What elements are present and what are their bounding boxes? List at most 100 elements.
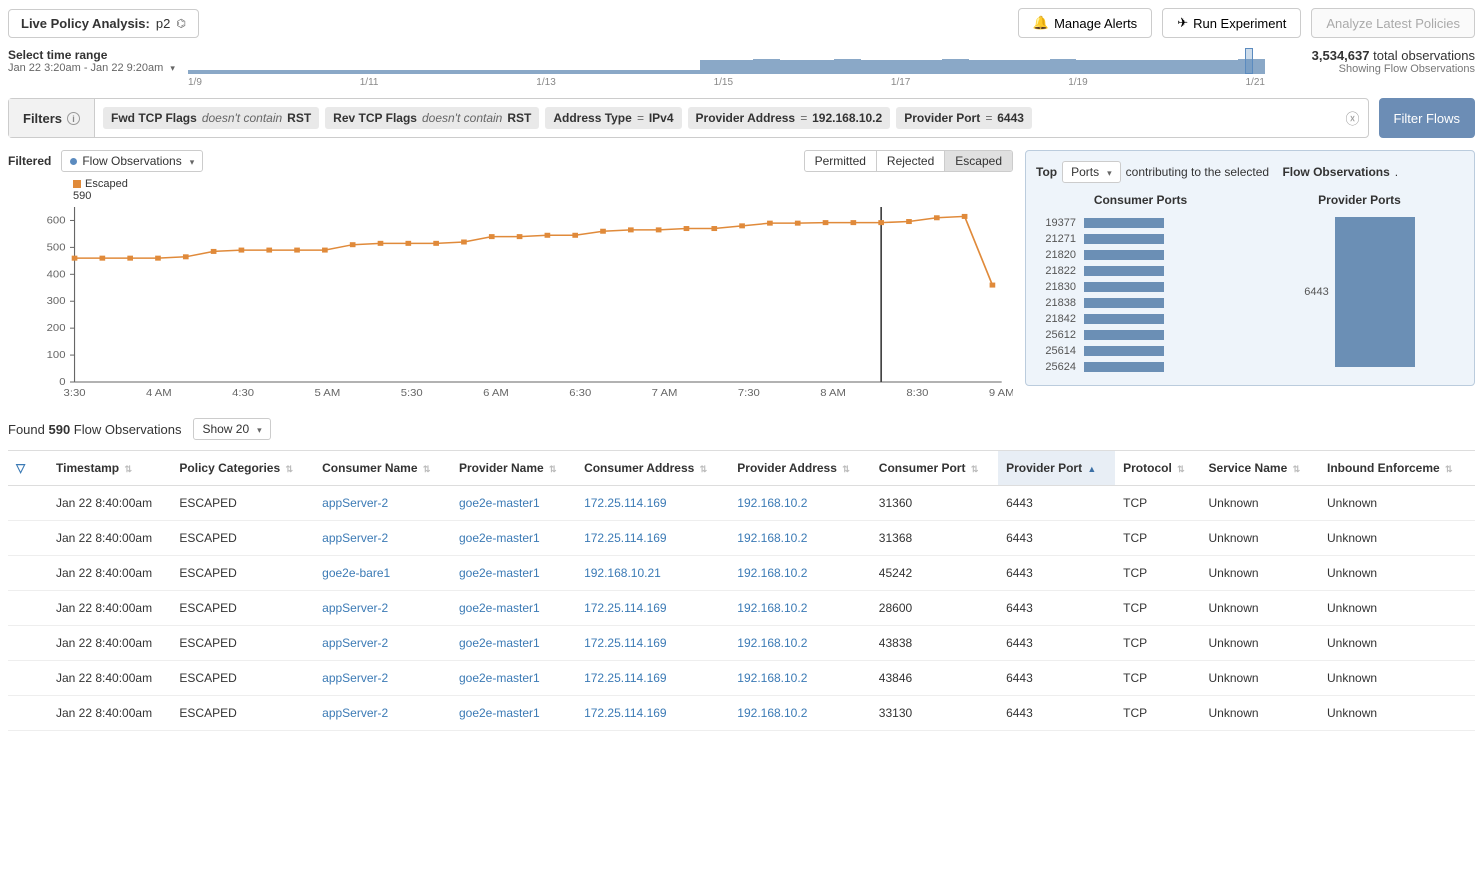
table-link[interactable]: 172.25.114.169 xyxy=(584,706,667,720)
consumer-port-row[interactable]: 21820 xyxy=(1036,247,1245,263)
run-experiment-button[interactable]: ✈ Run Experiment xyxy=(1162,8,1301,38)
consumer-port-row[interactable]: 25624 xyxy=(1036,359,1245,375)
table-link[interactable]: appServer-2 xyxy=(322,706,388,720)
table-cell: 192.168.10.2 xyxy=(729,696,871,731)
table-cell: ESCAPED xyxy=(171,486,314,521)
timeline-bar xyxy=(996,60,1023,74)
table-link[interactable]: goe2e-master1 xyxy=(459,566,540,580)
table-cell: 172.25.114.169 xyxy=(576,521,729,556)
table-link[interactable]: goe2e-master1 xyxy=(459,636,540,650)
table-link[interactable]: 192.168.10.2 xyxy=(737,496,807,510)
table-cell: ESCAPED xyxy=(171,661,314,696)
table-link[interactable]: appServer-2 xyxy=(322,636,388,650)
column-header[interactable]: Provider Port ▲ xyxy=(998,451,1115,486)
table-link[interactable]: 192.168.10.2 xyxy=(737,601,807,615)
table-link[interactable]: 192.168.10.2 xyxy=(737,531,807,545)
escaped-line-chart: Escaped 590 01002003004005006003:304 AM4… xyxy=(18,178,1013,408)
column-header[interactable]: Provider Name ⇅ xyxy=(451,451,576,486)
column-header[interactable]: Inbound Enforceme ⇅ xyxy=(1319,451,1475,486)
table-link[interactable]: 192.168.10.2 xyxy=(737,706,807,720)
table-link[interactable]: 192.168.10.2 xyxy=(737,566,807,580)
page-title-box[interactable]: Live Policy Analysis: p2 ⌬ xyxy=(8,9,199,38)
table-cell: 172.25.114.169 xyxy=(576,696,729,731)
column-header[interactable]: Consumer Port ⇅ xyxy=(871,451,998,486)
metric-dropdown[interactable]: Flow Observations xyxy=(61,150,203,172)
svg-text:7 AM: 7 AM xyxy=(652,388,678,399)
column-header[interactable]: Policy Categories ⇅ xyxy=(171,451,314,486)
column-header[interactable]: Provider Address ⇅ xyxy=(729,451,871,486)
table-link[interactable]: 172.25.114.169 xyxy=(584,496,667,510)
filtered-label: Filtered xyxy=(8,154,51,168)
filter-chip[interactable]: Address Type = IPv4 xyxy=(545,107,681,129)
consumer-port-row[interactable]: 25614 xyxy=(1036,343,1245,359)
table-cell: TCP xyxy=(1115,591,1200,626)
info-icon[interactable]: i xyxy=(67,112,80,125)
table-link[interactable]: 172.25.114.169 xyxy=(584,601,667,615)
consumer-port-row[interactable]: 25612 xyxy=(1036,327,1245,343)
seg-escaped[interactable]: Escaped xyxy=(945,151,1012,171)
table-link[interactable]: 192.168.10.21 xyxy=(584,566,661,580)
show-count-dropdown[interactable]: Show 20 xyxy=(193,418,270,440)
table-link[interactable]: appServer-2 xyxy=(322,531,388,545)
table-link[interactable]: 172.25.114.169 xyxy=(584,636,667,650)
manage-alerts-button[interactable]: 🔔 Manage Alerts xyxy=(1018,8,1152,38)
consumer-port-row[interactable]: 21830 xyxy=(1036,279,1245,295)
table-row: Jan 22 8:40:00amESCAPEDappServer-2goe2e-… xyxy=(8,486,1475,521)
table-link[interactable]: appServer-2 xyxy=(322,601,388,615)
column-header[interactable]: Timestamp ⇅ xyxy=(48,451,171,486)
table-link[interactable]: 172.25.114.169 xyxy=(584,531,667,545)
filter-flows-button[interactable]: Filter Flows xyxy=(1379,98,1475,138)
seg-permitted[interactable]: Permitted xyxy=(805,151,877,171)
consumer-ports-title: Consumer Ports xyxy=(1036,193,1245,207)
consumer-port-row[interactable]: 21822 xyxy=(1036,263,1245,279)
table-cell: goe2e-master1 xyxy=(451,626,576,661)
filter-chip[interactable]: Provider Port = 6443 xyxy=(896,107,1032,129)
filter-chip[interactable]: Fwd TCP Flags doesn't contain RST xyxy=(103,107,319,129)
timeline-bar xyxy=(1103,60,1130,74)
page-title-prefix: Live Policy Analysis: xyxy=(21,16,150,31)
filters-chip-container[interactable]: Fwd TCP Flags doesn't contain RST Rev TCP… xyxy=(95,99,1368,137)
svg-text:3:30: 3:30 xyxy=(64,388,86,399)
column-header[interactable]: Service Name ⇅ xyxy=(1201,451,1320,486)
consumer-port-row[interactable]: 21838 xyxy=(1036,295,1245,311)
table-link[interactable]: appServer-2 xyxy=(322,496,388,510)
timeline-scrubber[interactable]: 1/91/111/131/151/171/191/21 xyxy=(188,48,1265,88)
table-link[interactable]: appServer-2 xyxy=(322,671,388,685)
consumer-port-row[interactable]: 21271 xyxy=(1036,231,1245,247)
table-cell: goe2e-master1 xyxy=(451,696,576,731)
table-link[interactable]: goe2e-master1 xyxy=(459,671,540,685)
provider-port-bar[interactable] xyxy=(1335,217,1415,367)
clear-filters-button[interactable]: ⓧ xyxy=(1346,109,1360,129)
table-cell: Jan 22 8:40:00am xyxy=(48,521,171,556)
column-header[interactable]: Consumer Name ⇅ xyxy=(314,451,451,486)
table-link[interactable]: goe2e-master1 xyxy=(459,496,540,510)
funnel-icon[interactable]: ▽ xyxy=(16,461,25,475)
table-link[interactable]: 172.25.114.169 xyxy=(584,671,667,685)
consumer-port-row[interactable]: 21842 xyxy=(1036,311,1245,327)
column-header[interactable]: Consumer Address ⇅ xyxy=(576,451,729,486)
legend-escaped-value: 590 xyxy=(73,190,91,202)
svg-text:5 AM: 5 AM xyxy=(315,388,341,399)
table-link[interactable]: goe2e-bare1 xyxy=(322,566,390,580)
table-link[interactable]: goe2e-master1 xyxy=(459,531,540,545)
svg-text:6:30: 6:30 xyxy=(569,388,591,399)
table-cell: 6443 xyxy=(998,486,1115,521)
total-observations-subtext: Showing Flow Observations xyxy=(1275,63,1475,75)
timeline-selection-handle[interactable] xyxy=(1245,48,1253,74)
table-link[interactable]: 192.168.10.2 xyxy=(737,636,807,650)
ports-dropdown[interactable]: Ports xyxy=(1062,161,1121,183)
column-header[interactable]: Protocol ⇅ xyxy=(1115,451,1200,486)
time-range-picker[interactable]: Jan 22 3:20am - Jan 22 9:20am xyxy=(8,62,178,74)
seg-rejected[interactable]: Rejected xyxy=(877,151,945,171)
timeline-bar xyxy=(188,70,215,74)
table-link[interactable]: 192.168.10.2 xyxy=(737,671,807,685)
consumer-port-row[interactable]: 19377 xyxy=(1036,215,1245,231)
analyze-latest-button[interactable]: Analyze Latest Policies xyxy=(1311,8,1475,38)
table-link[interactable]: goe2e-master1 xyxy=(459,706,540,720)
filter-chip[interactable]: Provider Address = 192.168.10.2 xyxy=(688,107,891,129)
ports-suffix-bold: Flow Observations xyxy=(1282,165,1389,179)
table-link[interactable]: goe2e-master1 xyxy=(459,601,540,615)
found-prefix: Found xyxy=(8,422,48,437)
filter-chip[interactable]: Rev TCP Flags doesn't contain RST xyxy=(325,107,539,129)
table-cell: Unknown xyxy=(1201,591,1320,626)
